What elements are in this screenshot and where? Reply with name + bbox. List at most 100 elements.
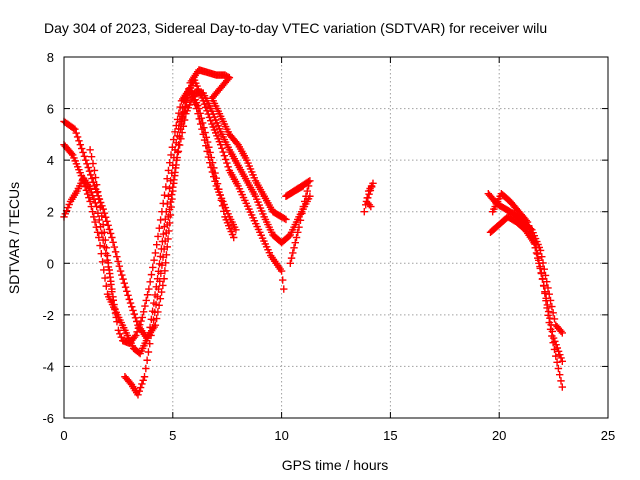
data-point xyxy=(178,128,186,137)
data-point xyxy=(282,215,290,224)
data-point xyxy=(256,204,265,212)
data-point xyxy=(138,380,146,388)
series-arc-4 xyxy=(177,66,290,224)
data-point xyxy=(548,302,556,311)
data-point xyxy=(105,225,114,234)
series-arc-7 xyxy=(282,177,314,267)
y-tick-label: 0 xyxy=(47,256,54,271)
data-point xyxy=(128,303,136,311)
data-point xyxy=(207,163,215,172)
data-point xyxy=(126,299,135,307)
data-point xyxy=(552,352,560,360)
data-point xyxy=(249,171,257,179)
data-point xyxy=(226,224,234,233)
data-point xyxy=(526,225,534,234)
data-point xyxy=(238,190,246,199)
data-point xyxy=(258,234,267,242)
data-point xyxy=(206,159,214,167)
data-point xyxy=(87,171,95,179)
data-point xyxy=(210,113,219,121)
data-point xyxy=(538,275,547,283)
data-point xyxy=(294,228,302,237)
data-point xyxy=(160,191,169,199)
data-point xyxy=(99,220,107,229)
data-point xyxy=(76,168,84,177)
data-point xyxy=(292,233,301,242)
data-point xyxy=(115,262,124,270)
data-point xyxy=(302,192,310,200)
data-point xyxy=(69,151,77,159)
data-point xyxy=(262,243,271,251)
y-tick-label: -6 xyxy=(42,411,54,426)
data-point xyxy=(185,101,194,109)
data-point xyxy=(540,265,548,273)
data-point xyxy=(88,208,97,216)
data-point xyxy=(101,236,110,244)
axes: 0 5 10 15 20 25 -6 -4 -2 0 2 4 6 8 xyxy=(42,50,615,443)
data-point xyxy=(194,110,202,118)
data-point xyxy=(130,310,138,318)
data-point xyxy=(198,125,206,133)
data-point xyxy=(187,88,196,96)
data-point xyxy=(105,266,113,274)
data-point xyxy=(223,159,231,167)
data-point xyxy=(104,259,113,267)
data-point xyxy=(82,186,91,195)
grid xyxy=(64,57,608,418)
data-point xyxy=(80,152,89,160)
data-point xyxy=(248,168,256,176)
data-point xyxy=(202,142,210,150)
data-point xyxy=(83,190,92,198)
data-point xyxy=(207,117,215,125)
data-point xyxy=(83,160,91,168)
data-point xyxy=(75,137,83,145)
data-point xyxy=(257,231,265,239)
data-point xyxy=(141,302,149,310)
data-point xyxy=(242,199,250,208)
data-point xyxy=(96,241,104,250)
data-point xyxy=(102,244,111,252)
data-point xyxy=(290,244,298,252)
data-point xyxy=(143,356,151,364)
data-point xyxy=(94,209,102,217)
data-point xyxy=(70,154,78,162)
data-point xyxy=(125,295,133,304)
data-point xyxy=(250,174,258,182)
data-point xyxy=(210,126,219,134)
data-point xyxy=(199,130,207,139)
data-points xyxy=(60,66,567,399)
data-point xyxy=(71,157,79,165)
data-point xyxy=(102,282,110,290)
x-tick-label: 25 xyxy=(601,428,615,443)
data-point xyxy=(95,216,103,224)
data-point xyxy=(219,148,227,156)
data-point xyxy=(196,120,205,128)
data-point xyxy=(537,269,545,277)
data-point xyxy=(160,275,168,283)
data-point xyxy=(90,166,99,175)
data-point xyxy=(534,256,543,265)
data-point xyxy=(173,153,181,162)
data-point xyxy=(119,275,127,283)
data-point xyxy=(190,96,198,105)
data-point xyxy=(258,207,266,215)
data-point xyxy=(260,237,268,245)
data-point xyxy=(299,182,308,190)
data-point xyxy=(237,188,245,196)
data-point xyxy=(549,309,557,317)
data-point xyxy=(71,125,79,133)
data-point xyxy=(149,316,158,324)
data-point xyxy=(151,308,159,316)
data-point xyxy=(152,300,160,309)
data-point xyxy=(111,309,120,317)
x-tick-label: 10 xyxy=(274,428,288,443)
data-point xyxy=(109,296,118,304)
data-point xyxy=(250,217,259,225)
data-point xyxy=(206,148,214,157)
data-point xyxy=(175,141,184,149)
data-point xyxy=(200,136,209,144)
data-point xyxy=(106,273,114,281)
data-point xyxy=(168,190,176,199)
data-point xyxy=(225,222,233,230)
y-tick-label: 8 xyxy=(47,50,54,65)
